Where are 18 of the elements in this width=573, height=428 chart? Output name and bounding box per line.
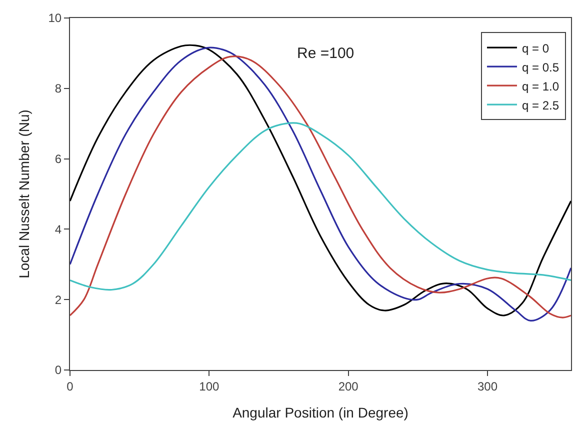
legend-label: q = 1.0	[522, 79, 560, 94]
y-tick-label: 0	[54, 363, 62, 378]
annotation: Re =100	[297, 45, 354, 62]
x-tick-label: 0	[66, 379, 74, 394]
line-series	[70, 122, 571, 291]
x-tick-label: 300	[477, 379, 498, 394]
y-tick-label: 8	[54, 82, 62, 96]
x-axis-title: Angular Position (in Degree)	[232, 404, 408, 421]
legend-label: q = 0	[522, 41, 550, 56]
y-axis-title: Local Nusselt Number (Nu)	[16, 110, 32, 278]
y-tick-label: 6	[54, 152, 62, 166]
y-tick-label: 2	[54, 292, 62, 307]
legend-label: q = 2.5	[522, 98, 560, 112]
y-tick-label: 10	[48, 11, 62, 26]
legend-label: q = 0.5	[522, 60, 560, 74]
x-tick-label: 100	[199, 379, 220, 394]
x-tick-label: 200	[338, 379, 359, 394]
y-tick-label: 4	[54, 222, 62, 236]
